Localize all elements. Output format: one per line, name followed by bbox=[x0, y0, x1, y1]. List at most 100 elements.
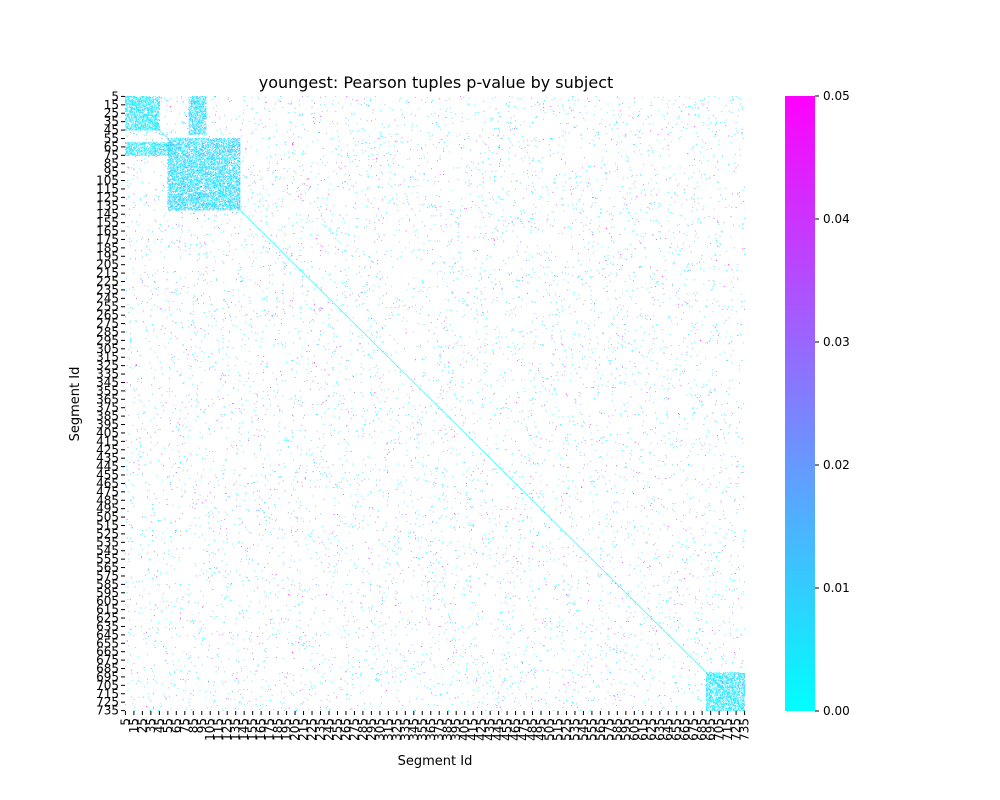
heatmap-cell bbox=[155, 127, 157, 128]
heatmap-cell bbox=[169, 144, 171, 146]
heatmap-cell bbox=[163, 149, 165, 151]
heatmap-cell bbox=[146, 96, 148, 98]
heatmap-cell bbox=[200, 158, 202, 160]
heatmap-diagonal-cell bbox=[452, 420, 454, 422]
heatmap-cell bbox=[196, 100, 198, 102]
heatmap-cell bbox=[197, 108, 199, 110]
heatmap-cell bbox=[175, 157, 176, 159]
heatmap-diagonal-cell bbox=[446, 414, 448, 416]
heatmap-cell bbox=[128, 152, 130, 154]
heatmap-cell bbox=[198, 122, 200, 123]
heatmap-cell bbox=[164, 149, 165, 151]
heatmap-diagonal-cell bbox=[245, 215, 247, 217]
heatmap-cell bbox=[130, 153, 132, 155]
heatmap-diagonal-cell bbox=[572, 540, 574, 542]
heatmap-cell bbox=[127, 147, 129, 149]
heatmap-cell bbox=[182, 138, 184, 139]
heatmap-cell bbox=[207, 174, 209, 176]
heatmap-cell bbox=[170, 159, 172, 161]
heatmap-cell bbox=[194, 114, 196, 116]
heatmap-cell bbox=[184, 162, 186, 164]
heatmap-cell bbox=[177, 139, 179, 141]
heatmap-cell bbox=[219, 158, 221, 160]
heatmap-diagonal-cell bbox=[337, 307, 339, 309]
heatmap-cell bbox=[173, 169, 175, 171]
heatmap-cell bbox=[140, 154, 142, 155]
heatmap-cell bbox=[192, 97, 193, 99]
heatmap-cell bbox=[136, 125, 138, 127]
heatmap-cell bbox=[188, 152, 190, 154]
heatmap-cell bbox=[140, 127, 142, 129]
heatmap-cell bbox=[190, 108, 192, 110]
heatmap-cell bbox=[148, 111, 150, 113]
heatmap-cell bbox=[152, 102, 154, 104]
heatmap-diagonal-cell bbox=[525, 493, 527, 494]
heatmap-cell bbox=[144, 142, 146, 144]
heatmap-cell bbox=[192, 120, 193, 122]
heatmap-cell bbox=[200, 120, 202, 122]
heatmap-cell bbox=[190, 129, 192, 131]
heatmap-cell bbox=[187, 172, 189, 174]
heatmap-cell bbox=[177, 175, 179, 176]
heatmap-cell bbox=[182, 159, 184, 160]
heatmap-cell bbox=[148, 154, 150, 156]
heatmap-diagonal-cell bbox=[736, 702, 738, 704]
heatmap-cell bbox=[196, 144, 198, 146]
heatmap-cell bbox=[141, 122, 142, 124]
heatmap-diagonal-cell bbox=[165, 136, 167, 138]
heatmap-cell bbox=[210, 139, 212, 141]
heatmap-cell bbox=[172, 144, 174, 146]
heatmap-cell bbox=[175, 160, 177, 162]
heatmap-cell bbox=[154, 145, 156, 147]
heatmap-cell bbox=[234, 154, 236, 156]
heatmap-cell bbox=[203, 116, 205, 118]
heatmap-cell bbox=[158, 109, 160, 111]
heatmap-diagonal-cell bbox=[264, 234, 266, 236]
heatmap-diagonal-cell bbox=[389, 358, 391, 360]
heatmap-cell bbox=[197, 130, 199, 132]
heatmap-cell bbox=[231, 149, 233, 151]
heatmap-diagonal-cell bbox=[131, 102, 133, 104]
heatmap-diagonal-cell bbox=[704, 670, 706, 672]
heatmap-cell bbox=[156, 129, 158, 131]
heatmap-cell bbox=[205, 108, 207, 110]
heatmap-cell bbox=[128, 114, 130, 116]
heatmap-cell bbox=[130, 106, 131, 108]
heatmap-cell bbox=[189, 102, 191, 104]
heatmap-cell bbox=[134, 96, 136, 98]
heatmap-cell bbox=[238, 155, 240, 157]
heatmap-cell bbox=[135, 96, 137, 98]
heatmap-cell bbox=[236, 140, 238, 142]
heatmap-cell bbox=[137, 144, 139, 146]
heatmap-cell bbox=[237, 168, 239, 170]
heatmap-cell bbox=[196, 142, 198, 144]
heatmap-cell bbox=[205, 118, 207, 120]
heatmap-cell bbox=[204, 170, 206, 172]
heatmap-cell bbox=[220, 148, 222, 150]
heatmap-diagonal-cell bbox=[517, 485, 519, 487]
heatmap-cell bbox=[203, 116, 204, 118]
heatmap-cell bbox=[214, 168, 216, 170]
heatmap-cell bbox=[155, 100, 157, 102]
heatmap-cell bbox=[136, 152, 138, 154]
heatmap-cell bbox=[217, 165, 219, 167]
heatmap-cell bbox=[231, 178, 232, 180]
heatmap-cell bbox=[225, 162, 226, 164]
heatmap-diagonal-cell bbox=[678, 645, 680, 647]
heatmap-cell bbox=[168, 146, 170, 148]
heatmap-cell bbox=[125, 124, 126, 126]
heatmap-cell bbox=[158, 151, 159, 153]
heatmap-cell bbox=[239, 138, 241, 139]
heatmap-diagonal-cell bbox=[242, 212, 244, 214]
heatmap-cell bbox=[188, 159, 190, 161]
heatmap-cell bbox=[154, 104, 156, 106]
heatmap-cell bbox=[204, 165, 206, 167]
heatmap-cell bbox=[134, 98, 136, 100]
heatmap-cell bbox=[188, 173, 190, 175]
heatmap-cell bbox=[198, 159, 200, 160]
heatmap-cell bbox=[134, 124, 136, 126]
heatmap-cell bbox=[234, 144, 236, 146]
heatmap-cell bbox=[180, 178, 181, 180]
heatmap-cell bbox=[209, 153, 211, 155]
heatmap-cell bbox=[150, 121, 152, 123]
